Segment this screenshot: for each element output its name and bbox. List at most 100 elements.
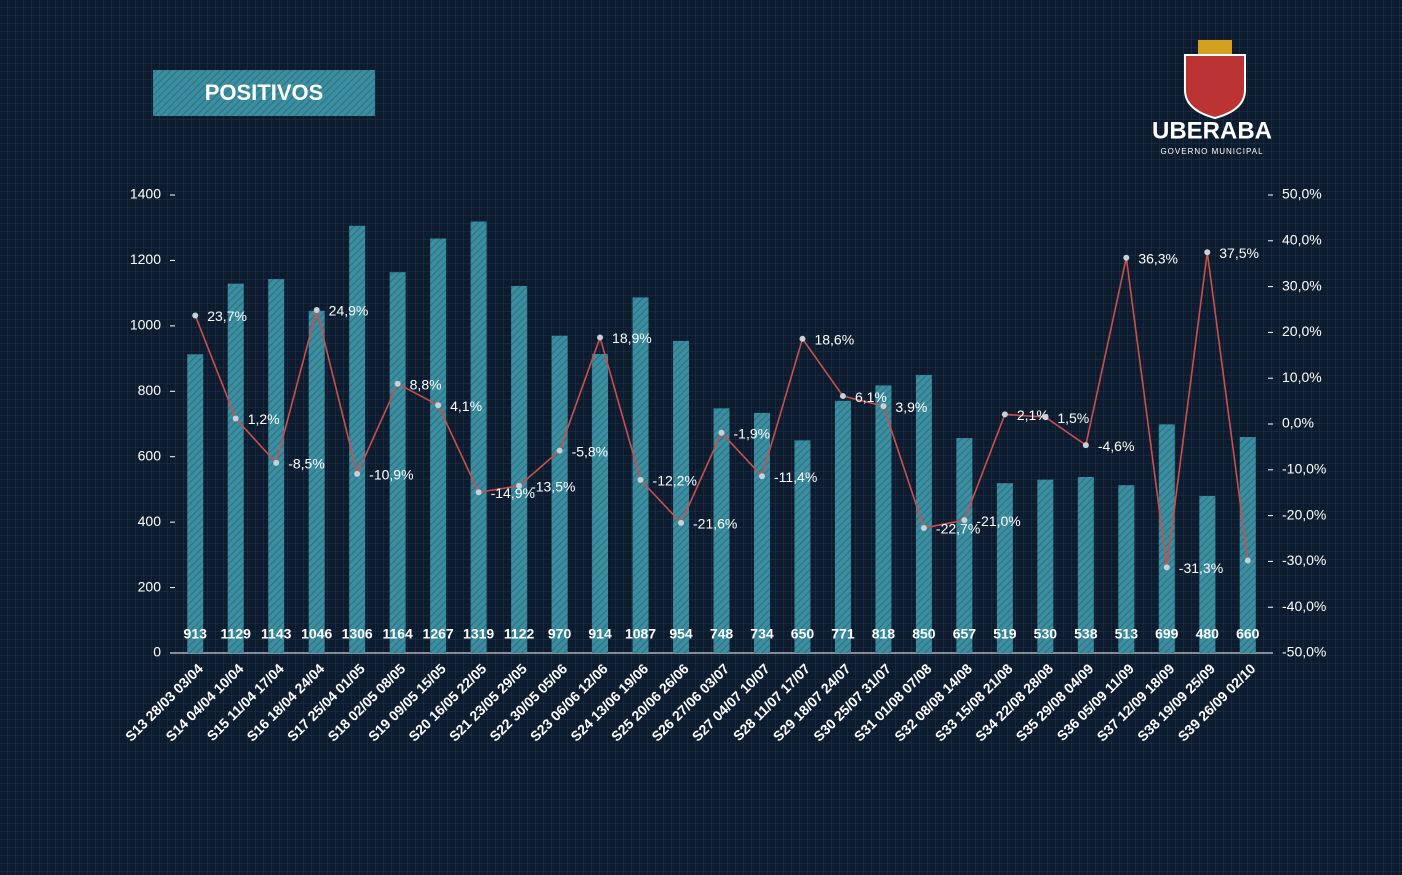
bar-value-label: 1306 <box>342 626 373 642</box>
bar-value-label: 519 <box>993 626 1017 642</box>
bar-value-label: 1129 <box>221 626 252 642</box>
bar-value-label: 530 <box>1034 626 1058 642</box>
bar-value-label: 970 <box>548 626 572 642</box>
bar <box>875 385 892 653</box>
y-tick-label: 200 <box>138 578 162 594</box>
line-point <box>637 476 644 483</box>
line-value-label: -8,5% <box>288 456 325 472</box>
line-point <box>1163 564 1170 571</box>
bar <box>308 310 325 653</box>
bar-value-label: 1143 <box>261 626 292 642</box>
bar <box>430 238 447 653</box>
y-tick-label: 0 <box>153 644 161 660</box>
line-value-label: -31,3% <box>1179 560 1223 576</box>
bar-value-label: 954 <box>669 626 693 642</box>
y2-tick-label: 30,0% <box>1282 277 1322 293</box>
bar <box>268 279 285 653</box>
y2-tick-label: -30,0% <box>1282 552 1326 568</box>
y2-tick-label: -50,0% <box>1282 644 1326 660</box>
bar <box>632 297 649 653</box>
bar <box>713 408 730 653</box>
bar-value-label: 1122 <box>504 626 535 642</box>
bar-value-label: 657 <box>953 626 977 642</box>
line-point <box>961 517 968 524</box>
y-tick-label: 400 <box>138 513 162 529</box>
bar-value-label: 480 <box>1196 626 1220 642</box>
line-point <box>920 524 927 531</box>
bar-value-label: 850 <box>912 626 936 642</box>
line-value-label: -11,4% <box>774 469 817 485</box>
line-point <box>1082 442 1089 449</box>
line-value-label: 1,5% <box>1057 410 1089 426</box>
line-value-label: 1,2% <box>248 411 280 427</box>
title-box <box>153 70 375 116</box>
bar-value-label: 771 <box>831 626 855 642</box>
bar <box>1077 476 1094 653</box>
y-tick-label: 1200 <box>130 251 161 267</box>
line-value-label: -13,5% <box>531 479 575 495</box>
bar <box>1158 424 1175 653</box>
bar-value-label: 1267 <box>423 626 454 642</box>
title: POSITIVOS <box>205 80 324 105</box>
line-point <box>597 334 604 341</box>
bar <box>470 221 487 653</box>
bar-value-label: 913 <box>184 626 208 642</box>
bar-value-label: 1087 <box>625 626 656 642</box>
bar <box>956 438 973 653</box>
line-point <box>758 473 765 480</box>
line-point <box>1123 254 1130 261</box>
line-point <box>839 393 846 400</box>
line-point <box>232 415 239 422</box>
y2-tick-label: 20,0% <box>1282 323 1322 339</box>
y2-tick-label: -40,0% <box>1282 598 1326 614</box>
bar <box>389 272 406 653</box>
line-value-label: -14,9% <box>491 485 535 501</box>
line-value-label: -4,6% <box>1098 438 1135 454</box>
line-point <box>435 402 442 409</box>
y-tick-label: 1400 <box>130 186 161 202</box>
bar <box>1118 485 1135 653</box>
y-tick-label: 800 <box>138 382 162 398</box>
line-value-label: -21,6% <box>693 516 737 532</box>
line-value-label: 24,9% <box>329 303 369 319</box>
bar <box>592 353 609 653</box>
line-value-label: -21,0% <box>976 513 1020 529</box>
line-point <box>1204 249 1211 256</box>
line-point <box>556 447 563 454</box>
bar-value-label: 818 <box>872 626 896 642</box>
line-value-label: 37,5% <box>1219 245 1259 261</box>
bar <box>511 285 528 653</box>
line-point <box>313 306 320 313</box>
line-point <box>1001 411 1008 418</box>
bar <box>673 340 690 653</box>
bar-value-label: 914 <box>588 626 612 642</box>
bar <box>227 283 244 653</box>
logo <box>1184 40 1246 120</box>
y2-tick-label: 10,0% <box>1282 369 1322 385</box>
line-point <box>354 470 361 477</box>
y-tick-label: 1000 <box>130 317 161 333</box>
bar <box>753 412 770 653</box>
bar <box>349 225 366 653</box>
bar <box>1199 495 1216 653</box>
line-value-label: -12,2% <box>653 473 697 489</box>
y-tick-label: 600 <box>138 447 162 463</box>
line-value-label: 2,1% <box>1017 407 1049 423</box>
bar <box>996 483 1013 653</box>
line-point <box>192 312 199 319</box>
bar <box>915 374 932 653</box>
y2-tick-label: -20,0% <box>1282 506 1326 522</box>
line-point <box>880 403 887 410</box>
bar-value-label: 1164 <box>382 626 413 642</box>
line-value-label: -10,9% <box>369 467 413 483</box>
line-point <box>516 482 523 489</box>
bar <box>1239 437 1256 653</box>
line-value-label: 8,8% <box>410 376 442 392</box>
bar <box>834 400 851 653</box>
line-point <box>475 489 482 496</box>
bar <box>794 440 811 653</box>
bar-value-label: 650 <box>791 626 815 642</box>
bar-value-label: 1319 <box>463 626 494 642</box>
line-value-label: 36,3% <box>1138 250 1178 266</box>
